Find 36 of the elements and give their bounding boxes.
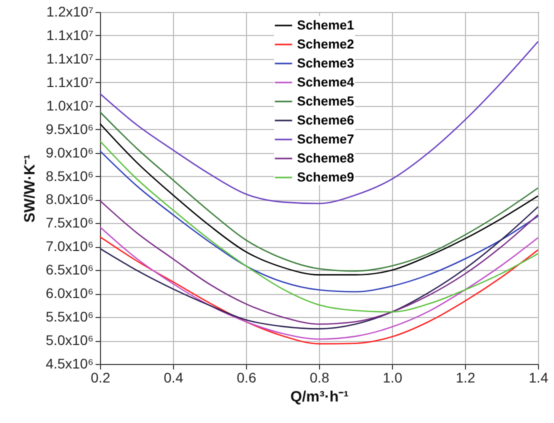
y-tick-label: 1.1x10⁷ bbox=[46, 50, 94, 66]
y-tick-label: 1.1x10⁷ bbox=[46, 74, 94, 90]
x-tick-label: 0.8 bbox=[310, 370, 330, 386]
line-series bbox=[99, 40, 539, 204]
x-tick-label: 1.0 bbox=[382, 370, 402, 386]
y-tick-label: 8.0x10⁶ bbox=[46, 191, 94, 208]
y-tick-label: 6.0x10⁶ bbox=[46, 285, 94, 302]
legend-label: Scheme9 bbox=[297, 170, 354, 184]
legend-label: Scheme8 bbox=[297, 150, 354, 166]
x-tick-label: 1.4 bbox=[528, 370, 548, 386]
x-tick-label: 1.2 bbox=[456, 370, 476, 386]
y-axis-title: SW/W·K⁻¹ bbox=[22, 154, 39, 223]
legend-label: Scheme1 bbox=[297, 18, 354, 32]
y-tick-label: 1.1x10⁷ bbox=[46, 26, 94, 43]
legend-label: Scheme6 bbox=[297, 112, 354, 128]
y-tick-label: 9.0x10⁶ bbox=[46, 144, 94, 160]
legend-label: Scheme5 bbox=[297, 94, 354, 108]
legend-label: Scheme3 bbox=[297, 56, 354, 70]
x-tick-label: 0.4 bbox=[164, 370, 184, 386]
legend-label: Scheme2 bbox=[297, 36, 354, 52]
y-tick-label: 5.5x10⁶ bbox=[46, 308, 94, 325]
x-tick-label: 0.2 bbox=[90, 370, 110, 386]
y-tick-label: 8.5x10⁶ bbox=[46, 168, 94, 184]
x-axis-title: Q/m³·h⁻¹ bbox=[290, 388, 349, 406]
y-tick-label: 7.5x10⁶ bbox=[46, 214, 94, 231]
legend-label: Scheme7 bbox=[297, 132, 354, 146]
y-tick-label: 7.0x10⁶ bbox=[46, 238, 94, 254]
y-tick-label: 9.5x10⁶ bbox=[46, 120, 94, 137]
y-tick-label: 6.5x10⁶ bbox=[46, 262, 94, 278]
y-tick-label: 1.0x10⁷ bbox=[46, 97, 94, 114]
line-series bbox=[99, 150, 539, 292]
legend-label: Scheme4 bbox=[297, 74, 355, 90]
y-tick-label: 1.2x10⁷ bbox=[46, 4, 94, 20]
x-tick-label: 0.6 bbox=[236, 370, 256, 386]
y-tick-label: 5.0x10⁶ bbox=[46, 332, 94, 348]
y-tick-label: 4.5x10⁶ bbox=[46, 356, 94, 372]
